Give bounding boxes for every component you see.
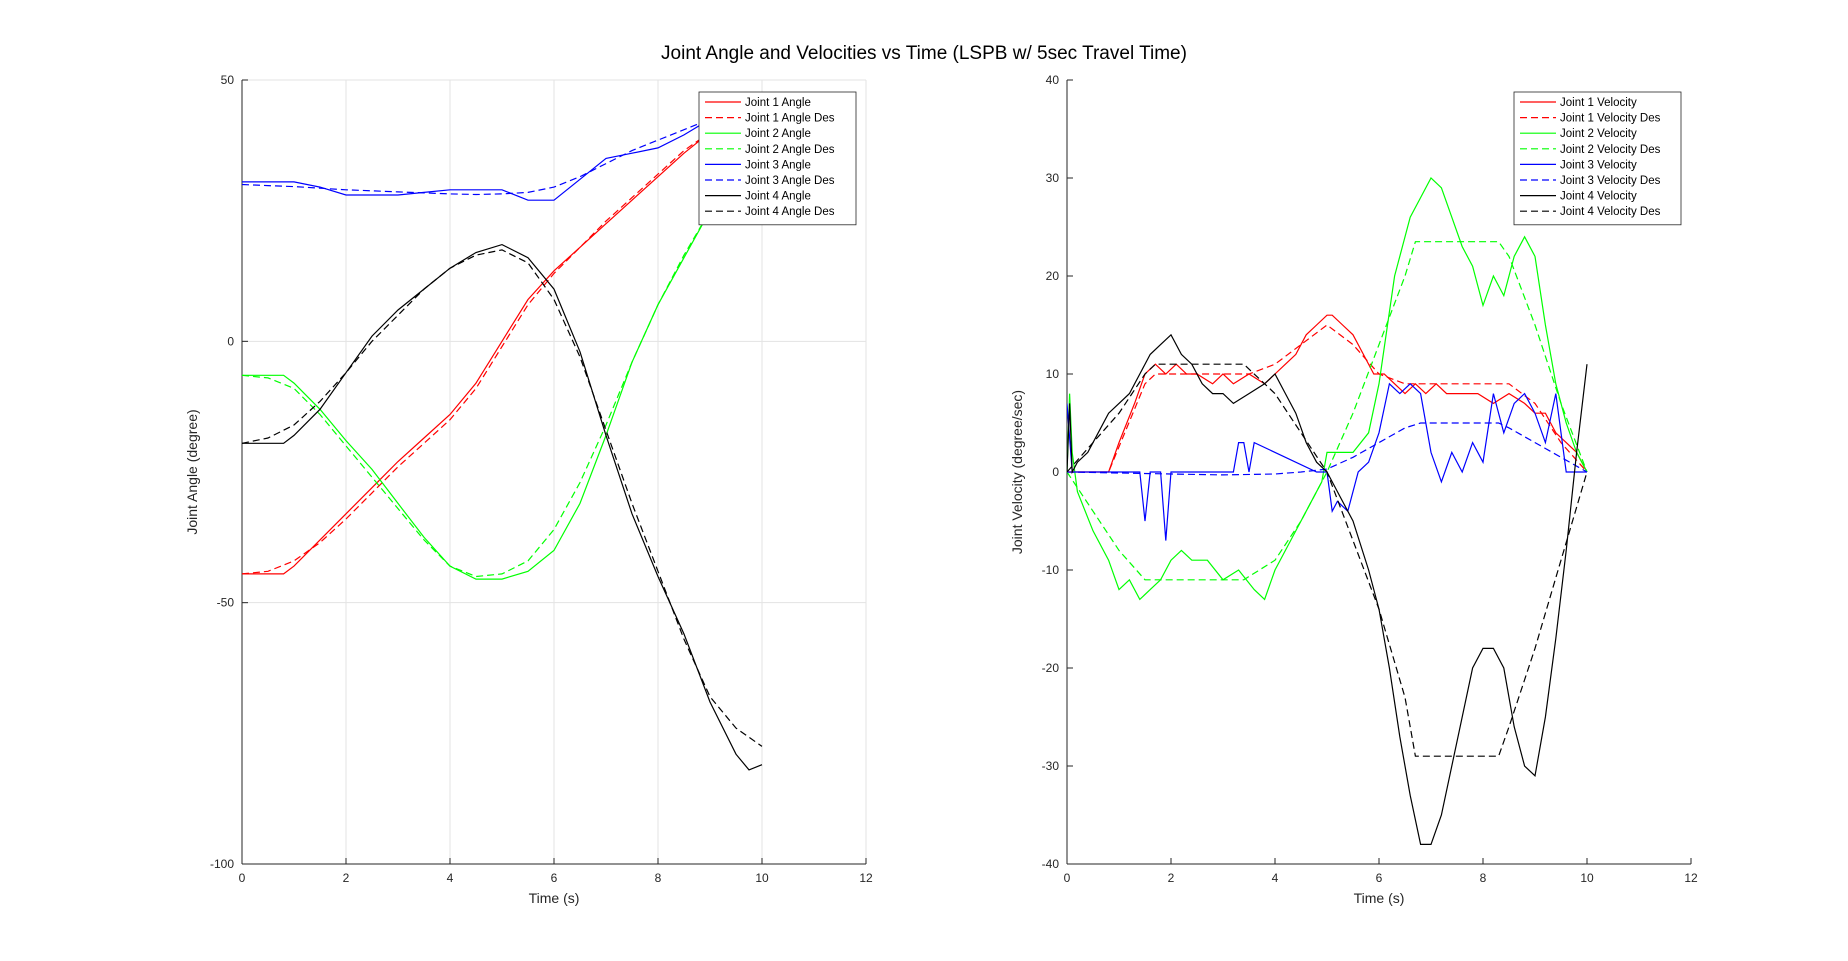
angle-y-tick-label: -50 <box>217 596 235 610</box>
velocity-x-tick-label: 8 <box>1480 871 1487 885</box>
angle-series-1 <box>242 131 711 575</box>
velocity-y-tick-label: 30 <box>1046 171 1060 185</box>
angle-legend-label: Joint 3 Angle <box>745 159 811 171</box>
velocity-x-tick-label: 10 <box>1580 871 1594 885</box>
velocity-legend-label: Joint 4 Velocity Des <box>1560 206 1661 218</box>
velocity-legend-label: Joint 2 Velocity Des <box>1560 144 1661 156</box>
figure-title: Joint Angle and Velocities vs Time (LSPB… <box>661 43 1187 64</box>
velocity-y-tick-label: -20 <box>1042 661 1060 675</box>
angle-series-group <box>242 118 763 771</box>
angle-legend-label: Joint 2 Angle <box>745 128 811 140</box>
velocity-legend: Joint 1 Velocity Joint 1 Velocity Des Join… <box>1513 91 1682 226</box>
angle-legend-label: Joint 4 Angle <box>745 191 811 203</box>
angle-series-8 <box>242 249 763 747</box>
angle-y-tick-label: 50 <box>221 73 235 87</box>
velocity-legend-label: Joint 4 Velocity <box>1560 191 1637 203</box>
velocity-y-tick-label: 10 <box>1046 367 1060 381</box>
velocity-legend-label: Joint 3 Velocity Des <box>1560 175 1661 187</box>
angle-legend: Joint 1 Angle Joint 1 Angle Des Joint 2 An… <box>698 91 857 226</box>
velocity-y-tick-label: -10 <box>1042 563 1060 577</box>
velocity-series-3 <box>1067 177 1588 601</box>
velocity-series-6 <box>1067 422 1588 476</box>
angle-series-4 <box>242 210 711 578</box>
velocity-legend-label: Joint 1 Velocity Des <box>1560 113 1661 125</box>
velocity-y-tick-label: 20 <box>1046 269 1060 283</box>
velocity-x-axis-label: Time (s) <box>1354 890 1405 906</box>
angle-legend-label: Joint 2 Angle Des <box>745 144 835 156</box>
angle-x-tick-label: 8 <box>655 871 662 885</box>
velocity-y-tick-label: 40 <box>1046 73 1060 87</box>
angle-series-2 <box>242 131 711 575</box>
velocity-x-tick-label: 6 <box>1376 871 1383 885</box>
velocity-y-tick-label: 0 <box>1052 465 1059 479</box>
angle-series-5 <box>242 118 711 201</box>
angle-x-tick-label: 0 <box>239 871 246 885</box>
velocity-x-tick-label: 2 <box>1168 871 1175 885</box>
angle-y-tick-label: 0 <box>227 334 234 348</box>
angle-x-tick-label: 10 <box>755 871 769 885</box>
velocity-y-tick-label: -40 <box>1042 857 1060 871</box>
joint-angle-axes: 0 2 4 6 8 10 12 -100 -50 0 50 Time (s) Joint Angle (… <box>184 73 873 906</box>
velocity-x-tick-label: 4 <box>1272 871 1279 885</box>
angle-x-tick-label: 12 <box>859 871 873 885</box>
velocity-legend-label: Joint 3 Velocity <box>1560 159 1637 171</box>
velocity-series-group <box>1067 177 1588 846</box>
angle-x-tick-label: 2 <box>343 871 350 885</box>
angle-series-6 <box>242 118 711 196</box>
angle-x-tick-label: 4 <box>447 871 454 885</box>
angle-legend-label: Joint 1 Angle <box>745 97 811 109</box>
velocity-y-tick-label: -30 <box>1042 759 1060 773</box>
angle-y-tick-label: -100 <box>210 857 234 871</box>
angle-series-7 <box>242 243 763 771</box>
angle-x-tick-label: 6 <box>551 871 558 885</box>
velocity-y-axis-label: Joint Velocity (degree/sec) <box>1009 390 1025 554</box>
velocity-series-5 <box>1067 382 1587 541</box>
velocity-series-2 <box>1067 324 1588 473</box>
angle-legend-label: Joint 3 Angle Des <box>745 175 835 187</box>
angle-y-axis-label: Joint Angle (degree) <box>184 409 200 534</box>
velocity-series-8 <box>1067 363 1588 757</box>
velocity-x-tick-label: 12 <box>1684 871 1698 885</box>
angle-legend-label: Joint 1 Angle Des <box>745 113 835 125</box>
velocity-series-4 <box>1067 241 1588 581</box>
velocity-legend-box <box>1513 91 1682 226</box>
velocity-legend-label: Joint 2 Velocity <box>1560 128 1637 140</box>
angle-legend-box <box>698 91 857 226</box>
velocity-legend-label: Joint 1 Velocity <box>1560 97 1637 109</box>
angle-x-axis-label: Time (s) <box>529 890 580 906</box>
velocity-x-tick-label: 0 <box>1064 871 1071 885</box>
velocity-series-1 <box>1067 314 1588 473</box>
joint-velocity-axes: 0 2 4 6 8 10 12 -40 -30 -20 -10 0 10 20 30 40 Time (s) Jo… <box>1009 73 1698 906</box>
velocity-series-7 <box>1067 333 1588 846</box>
angle-legend-label: Joint 4 Angle Des <box>745 206 835 218</box>
